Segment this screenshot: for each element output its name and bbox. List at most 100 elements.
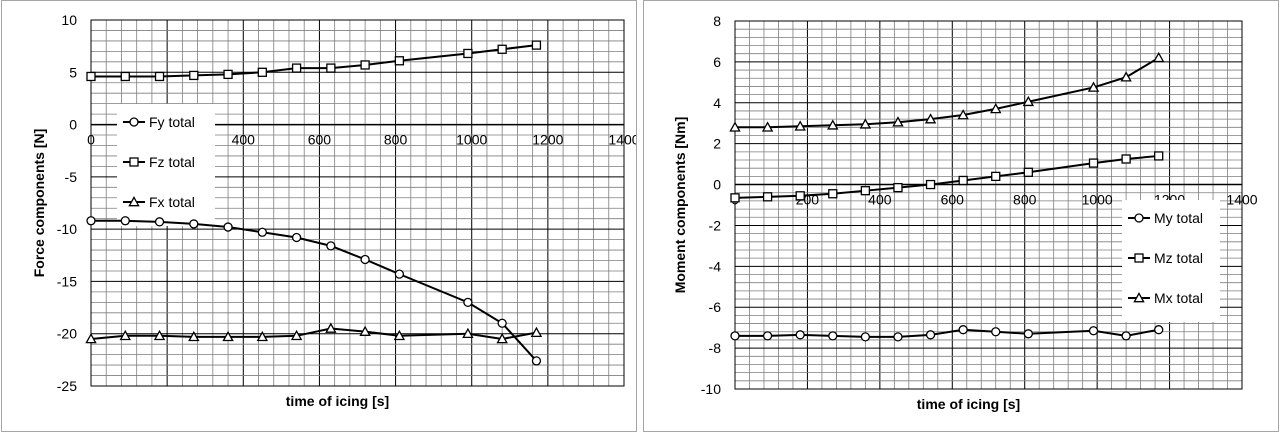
fz-total-point bbox=[463, 48, 473, 59]
fy-total-point bbox=[154, 217, 165, 227]
mx-total-point bbox=[924, 113, 937, 124]
force-plot-area bbox=[90, 19, 625, 387]
moment-x-tick-label: 800 bbox=[1013, 192, 1037, 208]
moment-y-tick-label: -8 bbox=[709, 340, 722, 356]
mx-total-point bbox=[892, 116, 904, 127]
legend-label-fy-total: Fy total bbox=[149, 114, 195, 130]
moment-y-tick-label: -2 bbox=[709, 217, 722, 233]
mz-total-point bbox=[1023, 167, 1033, 177]
fx-total-point bbox=[530, 326, 543, 337]
fz-total-point bbox=[326, 63, 336, 73]
mz-total-point bbox=[1121, 154, 1131, 164]
my-total-point bbox=[893, 332, 903, 342]
mz-total-point bbox=[730, 193, 740, 203]
moment-y-tick-label: -6 bbox=[709, 299, 722, 315]
moment-y-tick-label: 0 bbox=[713, 177, 721, 193]
fz-total-point bbox=[120, 71, 130, 82]
fx-total-point bbox=[359, 325, 371, 336]
force-y-tick-label: 5 bbox=[69, 64, 77, 80]
force-series-fx-total bbox=[85, 322, 543, 344]
moment-series-my-total bbox=[730, 325, 1164, 342]
fx-total-point bbox=[188, 330, 200, 342]
force-x-tick-label: 1200 bbox=[532, 132, 563, 148]
fy-total-point bbox=[120, 216, 130, 226]
fy-total-point bbox=[223, 222, 233, 232]
mz-total-point bbox=[893, 182, 903, 193]
mx-total-point bbox=[990, 102, 1002, 114]
moment-chart: -10-8-6-4-202468020040060080010001200140… bbox=[672, 13, 1258, 412]
fz-total-point bbox=[394, 56, 405, 66]
moment-plot-area bbox=[734, 20, 1243, 390]
mx-total-point bbox=[794, 120, 806, 131]
fy-total-point bbox=[326, 241, 336, 251]
moment-y-tick-label: 4 bbox=[713, 95, 721, 111]
mx-total-point bbox=[761, 121, 774, 132]
fy-total-point bbox=[86, 216, 96, 226]
legend-item-fx-total: Fx total bbox=[123, 194, 195, 210]
legend-marker-circle bbox=[129, 117, 139, 127]
mz-total-point bbox=[991, 171, 1001, 182]
mz-total-point bbox=[762, 192, 773, 202]
force-y-tick-label: -10 bbox=[57, 221, 77, 237]
mx-total-point bbox=[1022, 95, 1035, 107]
force-y-axis-title: Force components [N] bbox=[31, 129, 47, 278]
legend-label-mz-total: Mz total bbox=[1154, 250, 1203, 266]
fx-total-point bbox=[325, 322, 337, 333]
fy-total-point bbox=[394, 269, 405, 279]
moment-x-axis-title: time of icing [s] bbox=[917, 396, 1020, 412]
moment-x-tick-label: 600 bbox=[941, 192, 965, 208]
fz-total-point bbox=[189, 70, 199, 81]
moment-x-tick-label: 400 bbox=[868, 192, 892, 208]
moment-x-tick-label: 1400 bbox=[1226, 192, 1257, 208]
mx-total-line bbox=[735, 56, 1160, 129]
fz-total-point bbox=[223, 69, 233, 80]
fx-total-point bbox=[462, 327, 474, 339]
mx-total-point bbox=[859, 118, 872, 129]
moment-series-mz-total bbox=[730, 151, 1164, 203]
fz-total-point bbox=[154, 71, 165, 82]
force-y-tick-label: -20 bbox=[57, 326, 77, 342]
moment-chart-panel: -10-8-6-4-202468020040060080010001200140… bbox=[643, 0, 1279, 432]
fx-total-point bbox=[256, 330, 269, 342]
mz-total-point bbox=[860, 186, 871, 196]
force-x-tick-label: 1000 bbox=[456, 132, 487, 148]
fz-total-point bbox=[497, 44, 507, 54]
mz-total-point bbox=[828, 189, 838, 199]
moment-legend: My total Mz total Mx total bbox=[1122, 200, 1220, 322]
my-total-point bbox=[958, 325, 968, 335]
mx-total-point bbox=[1087, 81, 1100, 92]
fz-total-point bbox=[360, 60, 370, 70]
fx-total-point bbox=[290, 329, 303, 341]
moment-y-tick-label: 8 bbox=[713, 13, 721, 29]
mz-total-point bbox=[1154, 151, 1164, 161]
mz-total-point bbox=[1088, 158, 1099, 168]
mx-total-point bbox=[1153, 51, 1165, 63]
fx-total-point bbox=[222, 330, 234, 342]
fz-total-point bbox=[257, 67, 267, 77]
fx-total-point bbox=[393, 329, 406, 341]
force-x-tick-label: 400 bbox=[232, 132, 256, 148]
my-total-point bbox=[1154, 325, 1164, 335]
moment-x-tick-label: 1000 bbox=[1082, 192, 1113, 208]
my-total-point bbox=[925, 330, 936, 340]
my-total-point bbox=[1121, 331, 1131, 341]
fx-total-point bbox=[496, 333, 508, 344]
legend-label-my-total: My total bbox=[1154, 210, 1203, 226]
fy-total-point bbox=[189, 219, 199, 229]
legend-marker-square bbox=[129, 157, 139, 167]
moment-y-axis-title: Moment components [Nm] bbox=[672, 117, 688, 294]
mx-total-point bbox=[729, 121, 741, 132]
fy-total-point bbox=[291, 232, 302, 243]
legend-label-fx-total: Fx total bbox=[149, 194, 195, 210]
force-y-tick-label: -15 bbox=[57, 273, 77, 289]
moment-y-tick-label: -4 bbox=[709, 258, 722, 274]
legend-label-mx-total: Mx total bbox=[1154, 290, 1203, 306]
fy-total-point bbox=[463, 297, 473, 307]
force-legend: Fy total Fz total Fx total bbox=[117, 104, 215, 226]
mz-total-point bbox=[958, 175, 968, 186]
my-total-point bbox=[860, 332, 871, 342]
legend-marker-square bbox=[1134, 253, 1144, 263]
mz-total-point bbox=[925, 179, 936, 190]
moment-series-mx-total bbox=[729, 51, 1165, 132]
fy-total-point bbox=[257, 227, 267, 237]
